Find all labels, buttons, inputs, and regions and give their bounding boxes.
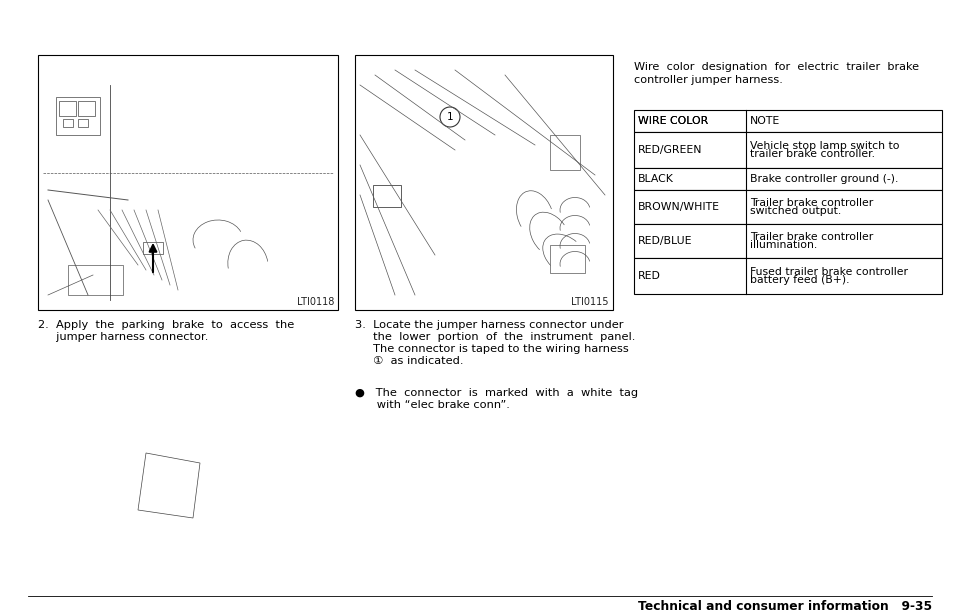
Bar xyxy=(355,55,613,310)
Text: switched output.: switched output. xyxy=(750,206,841,216)
Text: NOTE: NOTE xyxy=(750,116,780,126)
Bar xyxy=(550,135,580,170)
Text: Technical and consumer information   9-35: Technical and consumer information 9-35 xyxy=(637,600,932,611)
Text: LTI0115: LTI0115 xyxy=(571,297,609,307)
Bar xyxy=(373,185,401,207)
Text: controller jumper harness.: controller jumper harness. xyxy=(634,75,782,85)
Bar xyxy=(634,168,942,190)
Bar xyxy=(59,101,76,116)
Text: with “elec brake conn”.: with “elec brake conn”. xyxy=(355,400,510,410)
Text: LTI0118: LTI0118 xyxy=(297,297,334,307)
Text: battery feed (B+).: battery feed (B+). xyxy=(750,275,850,285)
Text: BLACK: BLACK xyxy=(638,174,674,184)
Bar xyxy=(78,119,88,127)
Polygon shape xyxy=(138,453,200,518)
Circle shape xyxy=(440,107,460,127)
Bar xyxy=(634,110,942,132)
Text: Brake controller ground (-).: Brake controller ground (-). xyxy=(750,174,899,184)
Text: RED: RED xyxy=(638,271,660,281)
Bar xyxy=(634,132,942,168)
Bar xyxy=(56,97,100,135)
Text: ①  as indicated.: ① as indicated. xyxy=(355,356,464,366)
Text: 3.  Locate the jumper harness connector under: 3. Locate the jumper harness connector u… xyxy=(355,320,623,330)
Bar xyxy=(550,245,585,273)
Text: RED/BLUE: RED/BLUE xyxy=(638,236,692,246)
Text: 2.  Apply  the  parking  brake  to  access  the: 2. Apply the parking brake to access the xyxy=(38,320,295,330)
Bar xyxy=(634,190,942,224)
Text: Trailer brake controller: Trailer brake controller xyxy=(750,198,874,208)
Text: The connector is taped to the wiring harness: The connector is taped to the wiring har… xyxy=(355,344,629,354)
Bar xyxy=(63,119,73,127)
Text: WIRE COLOR: WIRE COLOR xyxy=(638,116,708,126)
Text: Fused trailer brake controller: Fused trailer brake controller xyxy=(750,267,908,277)
Bar xyxy=(38,55,338,310)
Text: WIRE COLOR: WIRE COLOR xyxy=(638,116,708,126)
Bar xyxy=(68,265,123,295)
Bar xyxy=(78,101,95,116)
Text: Vehicle stop lamp switch to: Vehicle stop lamp switch to xyxy=(750,141,900,151)
Bar xyxy=(634,258,942,294)
Text: RED/GREEN: RED/GREEN xyxy=(638,145,703,155)
Text: BROWN/WHITE: BROWN/WHITE xyxy=(638,202,720,212)
Text: ●   The  connector  is  marked  with  a  white  tag: ● The connector is marked with a white t… xyxy=(355,388,638,398)
Bar xyxy=(143,242,163,254)
Text: trailer brake controller.: trailer brake controller. xyxy=(750,149,875,159)
Text: the  lower  portion  of  the  instrument  panel.: the lower portion of the instrument pane… xyxy=(355,332,636,342)
Bar xyxy=(634,224,942,258)
Text: Wire  color  designation  for  electric  trailer  brake: Wire color designation for electric trai… xyxy=(634,62,919,72)
Text: illumination.: illumination. xyxy=(750,240,817,250)
Text: 1: 1 xyxy=(446,112,453,122)
Text: Trailer brake controller: Trailer brake controller xyxy=(750,232,874,242)
Text: jumper harness connector.: jumper harness connector. xyxy=(38,332,208,342)
